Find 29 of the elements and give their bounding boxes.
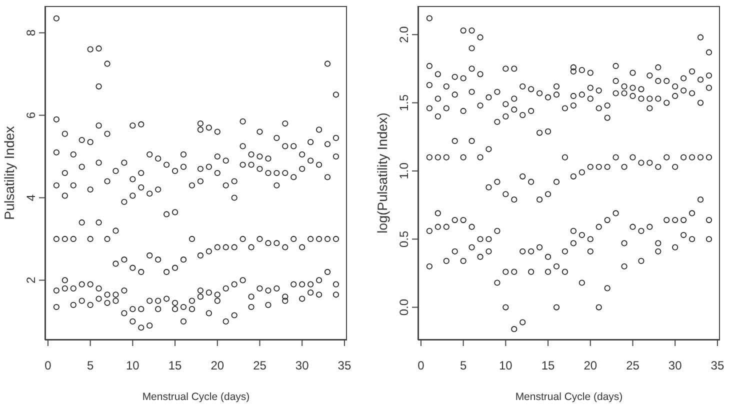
- x-tick-label: 10: [126, 358, 140, 373]
- x-tick-label: 20: [210, 358, 224, 373]
- x-tick-label: 0: [44, 358, 52, 373]
- x-tick-label: 35: [338, 358, 352, 373]
- x-tick-label: 5: [460, 358, 467, 373]
- x-tick-label: 15: [168, 358, 182, 373]
- y-tick-label: 0.5: [397, 230, 411, 248]
- x-tick-label: 0: [418, 358, 425, 373]
- x-tick-label: 30: [668, 358, 682, 373]
- y-tick-label: 0.0: [397, 298, 411, 316]
- y-tick-label: 1.5: [397, 94, 411, 112]
- y-tick-label: 2: [24, 276, 38, 284]
- x-axis-title: Menstrual Cycle (days): [142, 391, 250, 403]
- y-tick-label: 1.0: [397, 162, 411, 180]
- x-tick-label: 25: [626, 358, 640, 373]
- x-tick-label: 35: [710, 358, 724, 373]
- y-axis-title: log(Pulsatility Index): [374, 112, 390, 234]
- y-tick-label: 6: [24, 112, 38, 119]
- y-tick-label: 8: [24, 29, 38, 36]
- x-tick-label: 25: [253, 358, 267, 373]
- x-axis-title: Menstrual Cycle (days): [515, 391, 623, 403]
- x-tick-label: 30: [295, 358, 310, 373]
- y-axis-title: Pulsatility Index: [2, 126, 16, 220]
- x-tick-label: 20: [584, 358, 598, 373]
- y-tick-label: 4: [24, 194, 38, 202]
- x-tick-label: 15: [541, 358, 556, 373]
- x-tick-label: 10: [499, 358, 513, 373]
- x-tick-label: 5: [86, 358, 94, 373]
- y-tick-label: 2.0: [397, 26, 411, 43]
